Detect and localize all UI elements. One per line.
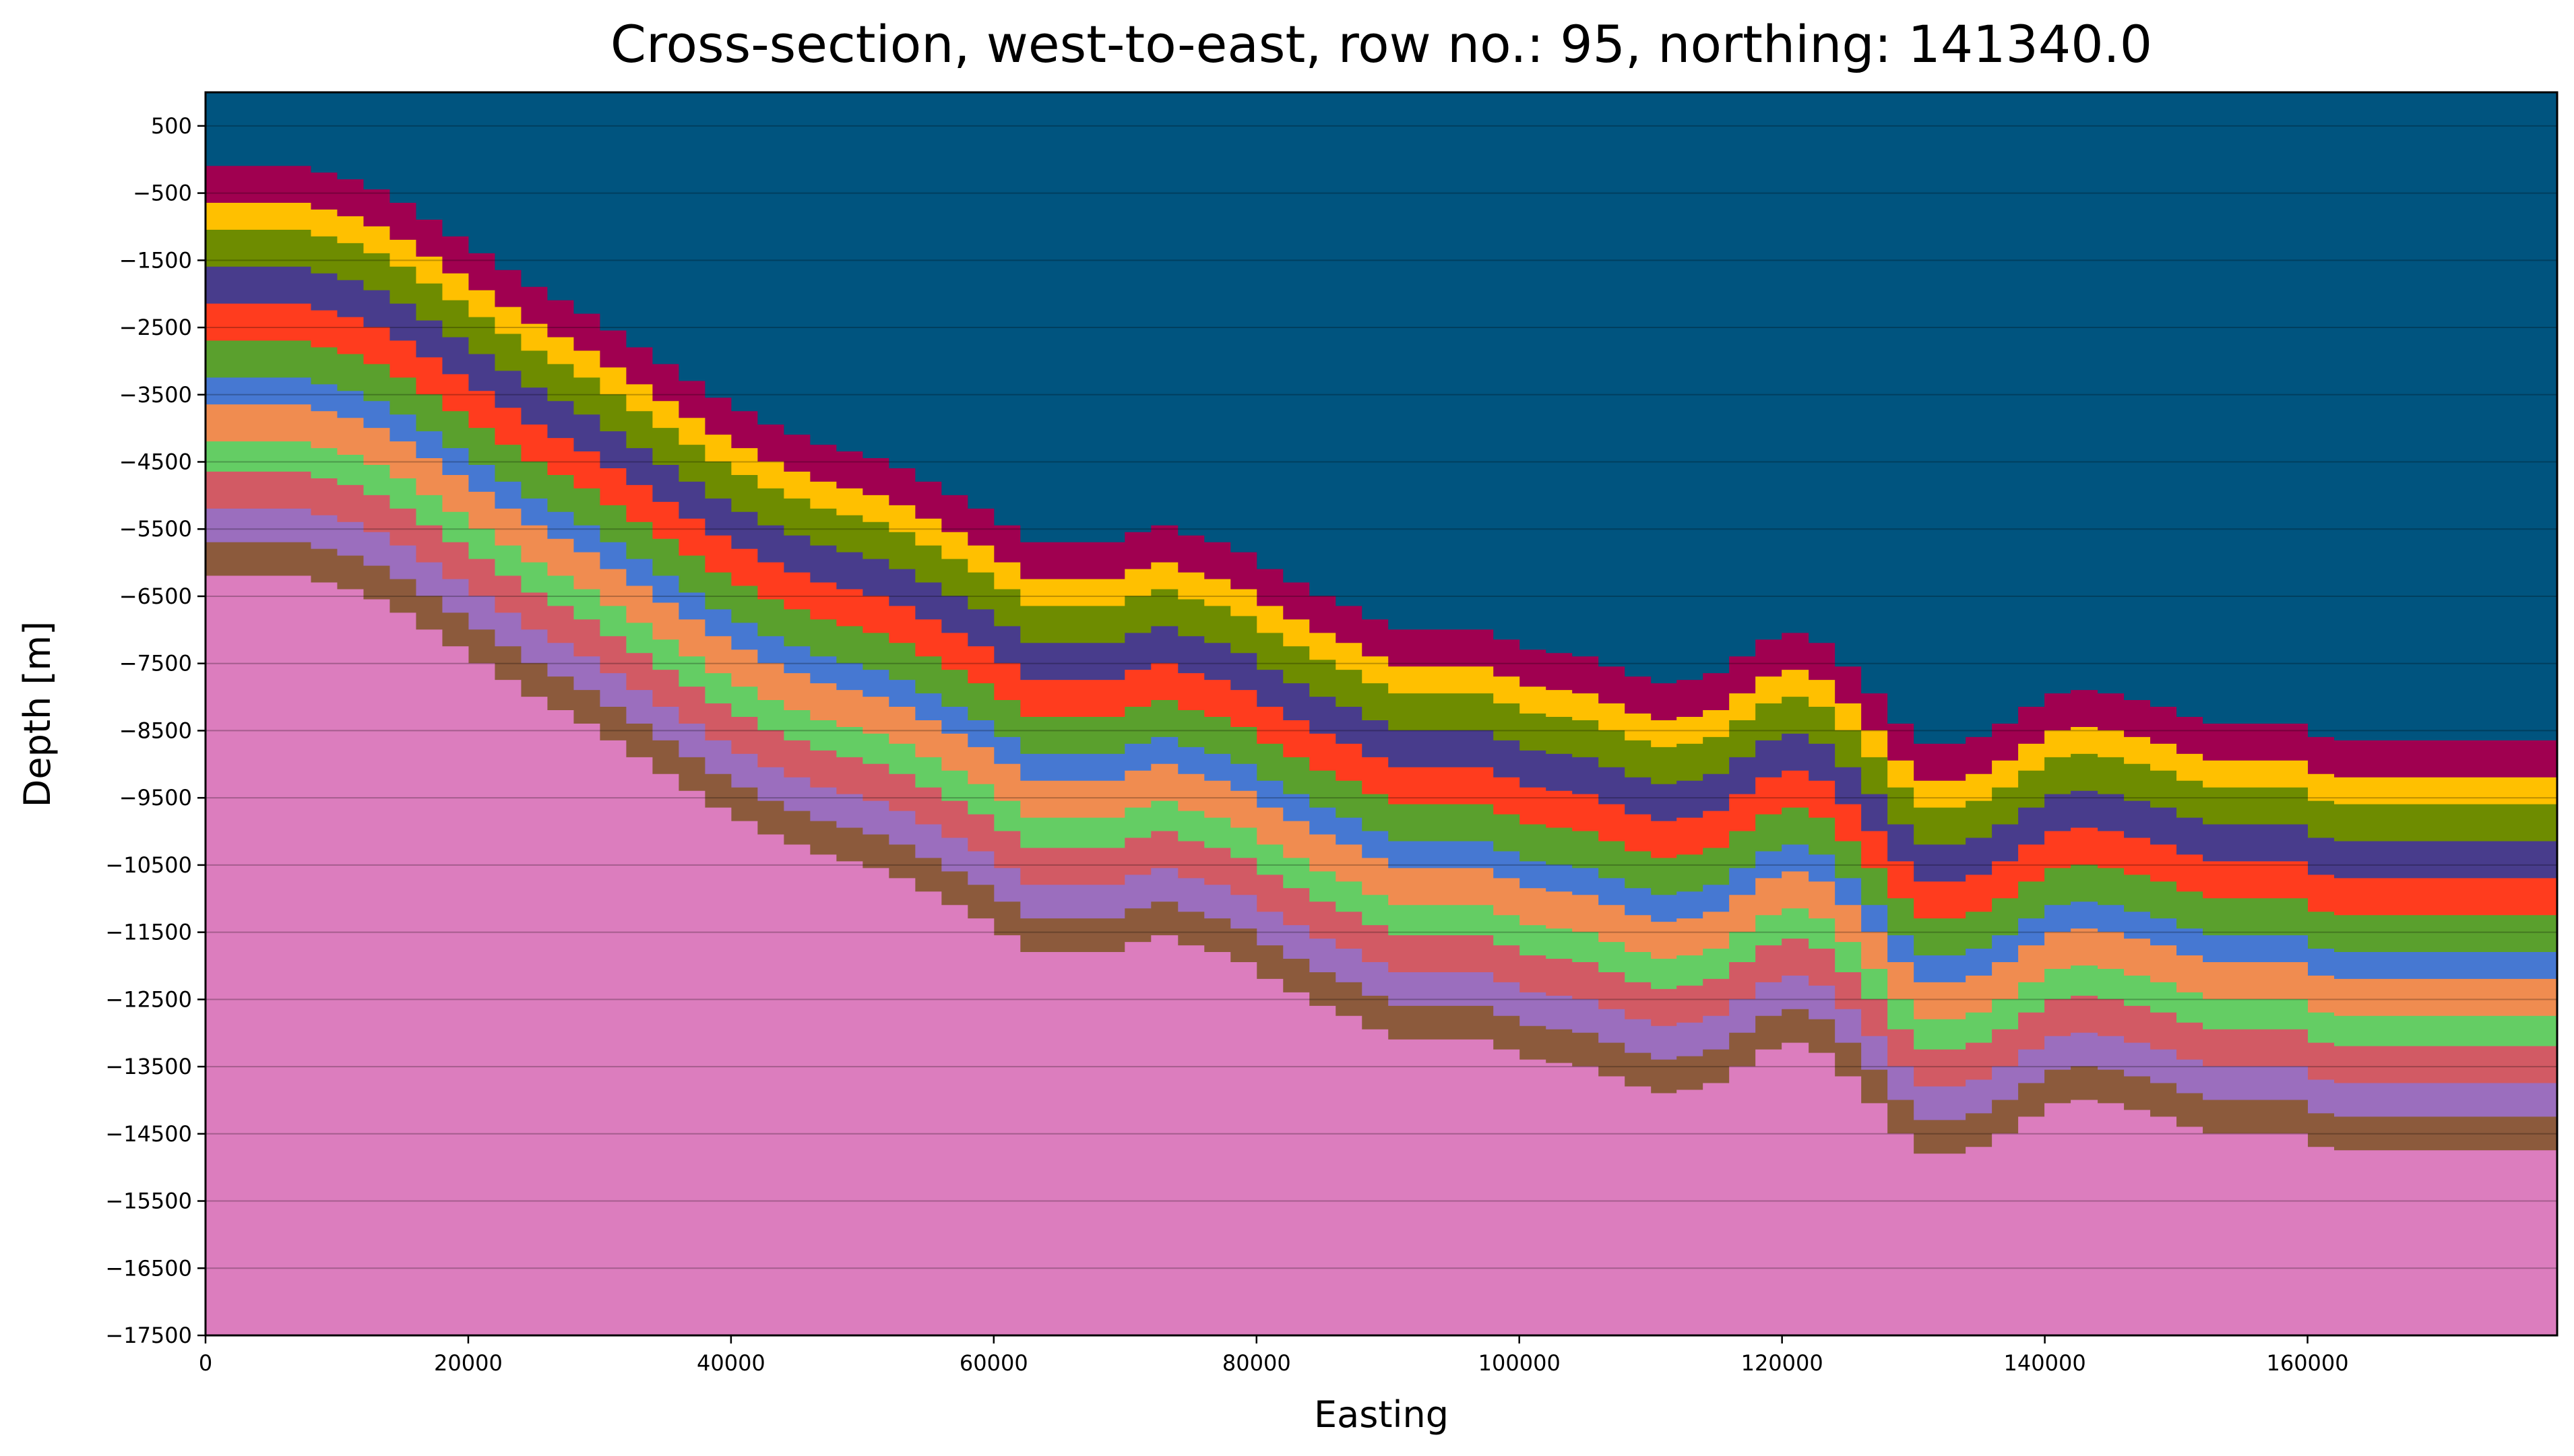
y-tick-label: −2500	[119, 315, 192, 340]
y-tick-label: −14500	[105, 1121, 192, 1147]
y-tick-label: −11500	[105, 920, 192, 945]
y-axis: 500 −500 −1500 −2500 −3500 −4500 −5500 −6500 −75…	[105, 113, 206, 1348]
y-tick-label: −3500	[119, 382, 192, 408]
y-tick-label: −6500	[119, 583, 192, 609]
y-tick-label: −1500	[119, 247, 192, 273]
y-tick-label: −5500	[119, 516, 192, 542]
x-tick-label: 100000	[1478, 1350, 1561, 1376]
x-axis-label: Easting	[1314, 1393, 1449, 1436]
y-axis-label: Depth [m]	[16, 621, 59, 807]
y-tick-label: −12500	[105, 986, 192, 1012]
y-tick-label: −15500	[105, 1189, 192, 1214]
layer-areas	[205, 92, 2558, 1336]
x-tick-label: 40000	[697, 1350, 765, 1376]
x-tick-label: 0	[199, 1350, 212, 1376]
y-tick-label: −17500	[105, 1323, 192, 1348]
y-tick-label: −8500	[119, 718, 192, 743]
x-axis: 0 20000 40000 60000 80000 100000 120000 140000 1…	[199, 1335, 2349, 1376]
y-tick-label: −7500	[119, 651, 192, 676]
chart-title: Cross-section, west-to-east, row no.: 95…	[610, 14, 2152, 74]
x-tick-label: 140000	[2004, 1350, 2086, 1376]
x-tick-label: 160000	[2266, 1350, 2348, 1376]
y-tick-label: −9500	[119, 785, 192, 811]
y-tick-label: −500	[133, 181, 192, 206]
x-tick-label: 60000	[960, 1350, 1028, 1376]
y-tick-label: −13500	[105, 1054, 192, 1079]
plot-frame	[204, 91, 2559, 1337]
x-tick-label: 20000	[434, 1350, 503, 1376]
y-tick-label: −4500	[119, 449, 192, 475]
y-tick-label: −10500	[105, 852, 192, 878]
y-tick-label: 500	[151, 113, 192, 139]
y-tick-label: −16500	[105, 1255, 192, 1281]
x-tick-label: 120000	[1741, 1350, 1823, 1376]
x-tick-label: 80000	[1222, 1350, 1291, 1376]
